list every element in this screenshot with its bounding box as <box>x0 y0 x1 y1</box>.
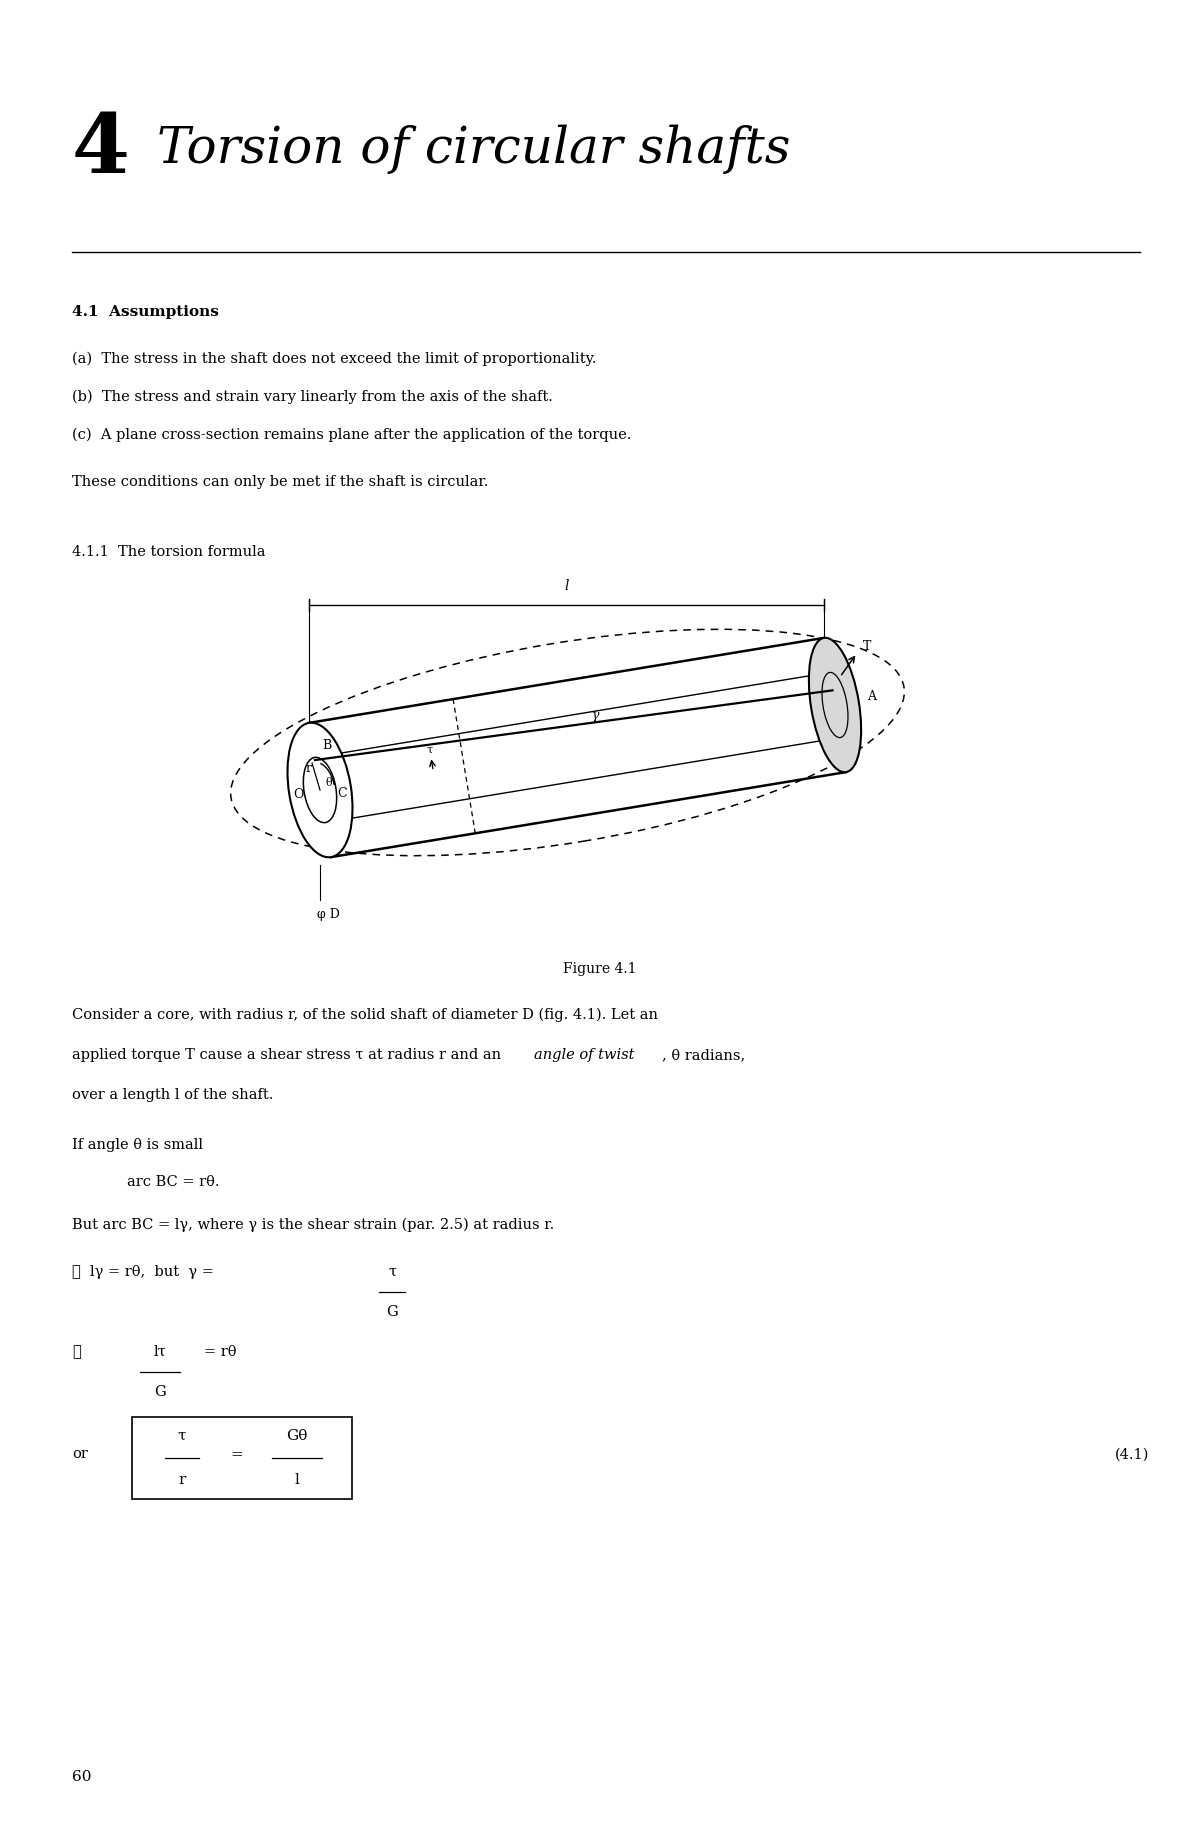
Text: A: A <box>866 690 876 703</box>
Text: angle of twist: angle of twist <box>534 1048 635 1063</box>
Text: C: C <box>337 787 347 800</box>
Text: 4.1  Assumptions: 4.1 Assumptions <box>72 305 218 320</box>
Text: T: T <box>863 641 871 654</box>
Text: 4: 4 <box>72 110 130 190</box>
Text: , θ radians,: , θ radians, <box>662 1048 745 1063</box>
Text: O: O <box>293 789 304 802</box>
Ellipse shape <box>288 723 353 856</box>
Text: l: l <box>564 579 569 593</box>
Text: 60: 60 <box>72 1769 91 1784</box>
Text: Torsion of circular shafts: Torsion of circular shafts <box>157 124 791 175</box>
Text: τ: τ <box>178 1430 186 1443</box>
Text: These conditions can only be met if the shaft is circular.: These conditions can only be met if the … <box>72 475 488 489</box>
Text: B: B <box>322 740 331 752</box>
Text: or: or <box>72 1446 88 1461</box>
Text: (b)  The stress and strain vary linearly from the axis of the shaft.: (b) The stress and strain vary linearly … <box>72 391 553 404</box>
Text: If angle θ is small: If angle θ is small <box>72 1138 203 1152</box>
Text: θ: θ <box>325 778 331 789</box>
Text: (a)  The stress in the shaft does not exceed the limit of proportionality.: (a) The stress in the shaft does not exc… <box>72 352 596 367</box>
Text: Gθ: Gθ <box>287 1430 307 1443</box>
Text: = rθ: = rθ <box>204 1346 236 1359</box>
Text: Figure 4.1: Figure 4.1 <box>563 962 637 977</box>
Text: r: r <box>179 1474 186 1486</box>
Text: φ D: φ D <box>317 908 340 920</box>
Text: (c)  A plane cross-section remains plane after the application of the torque.: (c) A plane cross-section remains plane … <box>72 427 631 442</box>
Text: G: G <box>154 1386 166 1399</box>
Text: r: r <box>306 761 312 774</box>
Text: τ: τ <box>388 1264 396 1278</box>
Text: (4.1): (4.1) <box>1115 1448 1150 1463</box>
Text: But arc BC = lγ, where γ is the shear strain (par. 2.5) at radius r.: But arc BC = lγ, where γ is the shear st… <box>72 1218 554 1233</box>
Text: τ: τ <box>426 745 433 754</box>
Text: lτ: lτ <box>154 1344 167 1359</box>
Text: arc BC = rθ.: arc BC = rθ. <box>127 1174 220 1189</box>
Text: ∴  lγ = rθ,  but  γ =: ∴ lγ = rθ, but γ = <box>72 1265 214 1278</box>
Bar <box>132 1417 352 1499</box>
Text: =: = <box>230 1448 244 1463</box>
Ellipse shape <box>809 637 862 772</box>
Text: over a length l of the shaft.: over a length l of the shaft. <box>72 1088 274 1103</box>
Text: γ: γ <box>592 708 599 721</box>
Text: Consider a core, with radius r, of the solid shaft of diameter D (fig. 4.1). Let: Consider a core, with radius r, of the s… <box>72 1008 658 1023</box>
Text: 4.1.1  The torsion formula: 4.1.1 The torsion formula <box>72 544 265 559</box>
Text: l: l <box>294 1474 300 1486</box>
Text: G: G <box>386 1306 398 1320</box>
Text: ∴: ∴ <box>72 1346 80 1359</box>
Text: applied torque T cause a shear stress τ at radius r and an: applied torque T cause a shear stress τ … <box>72 1048 505 1063</box>
